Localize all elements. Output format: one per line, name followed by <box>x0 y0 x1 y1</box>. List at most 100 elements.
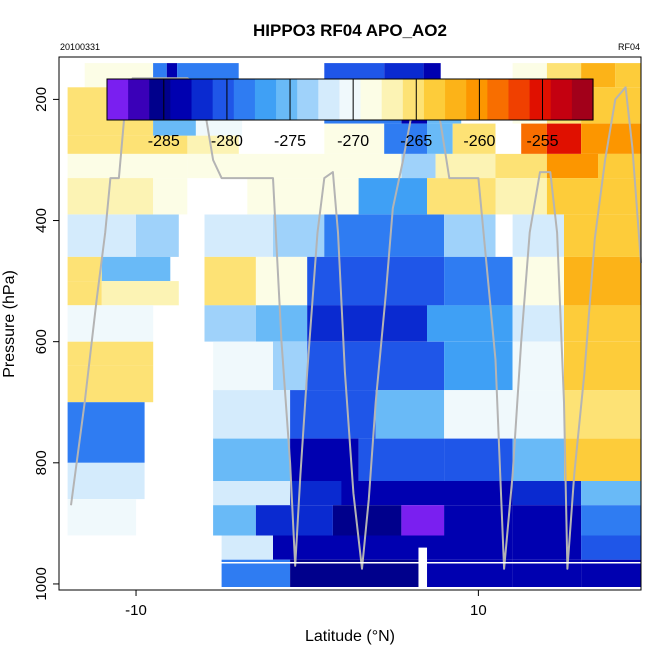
colorbar-swatch <box>571 79 594 120</box>
chart-title: HIPPO3 RF04 APO_AO2 <box>253 21 447 40</box>
heatmap-cell <box>204 305 256 342</box>
colorbar-swatch <box>149 79 171 120</box>
heatmap-cell <box>273 535 513 560</box>
colorbar-swatch <box>529 79 552 120</box>
y-tick-label: 400 <box>33 208 50 233</box>
heatmap-cell <box>255 256 308 306</box>
heatmap-cell <box>427 123 453 154</box>
heatmap-cell <box>101 281 179 306</box>
heatmap-cell <box>213 390 291 439</box>
heatmap-cell <box>290 481 342 506</box>
heatmap-cell <box>581 505 641 536</box>
colorbar-tick-label: -260 <box>463 133 495 150</box>
heatmap-cell <box>512 256 564 306</box>
heatmap-cell <box>444 256 513 306</box>
heatmap-cell <box>67 214 137 257</box>
heatmap-cell <box>307 256 445 306</box>
heatmap-cell <box>581 559 641 587</box>
heatmap-cell <box>521 123 547 154</box>
colorbar-swatch <box>233 79 256 120</box>
colorbar-swatch <box>276 79 298 120</box>
data-gap <box>418 547 428 587</box>
heatmap-cell <box>427 178 496 215</box>
colorbar-swatch <box>318 79 341 120</box>
heatmap-cell <box>444 438 513 481</box>
colorbar-swatch <box>360 79 383 120</box>
heatmap-cell <box>67 256 102 282</box>
x-axis: -10 10 <box>125 590 487 619</box>
colorbar-tick-label: -270 <box>337 133 369 150</box>
colorbar-swatch <box>466 79 488 120</box>
heatmap-cell <box>67 402 145 463</box>
heatmap-cell <box>273 341 308 391</box>
heatmap-cell <box>444 390 513 439</box>
y-tick-label: 800 <box>33 450 50 475</box>
colorbar-swatch <box>254 79 277 120</box>
x-axis-label: Latitude (°N) <box>305 628 395 645</box>
heatmap-cell <box>512 438 564 481</box>
heatmap-cell <box>166 63 178 88</box>
heatmap-cell <box>67 462 145 500</box>
colorbar-swatch <box>128 79 150 120</box>
colorbar-tick-label: -255 <box>526 133 558 150</box>
colorbar-swatch <box>339 79 362 120</box>
plot-frame <box>58 56 642 591</box>
heatmap-cell <box>546 123 582 154</box>
heatmap-cell <box>204 214 273 257</box>
heatmap-cell <box>341 153 402 179</box>
heatmap-cell <box>187 135 239 154</box>
heatmap-cell <box>435 153 496 179</box>
colorbar-swatch <box>423 79 446 120</box>
heatmap-cell <box>401 153 436 179</box>
heatmap-cell <box>324 214 445 257</box>
flight-label: RF04 <box>618 42 640 52</box>
colorbar-swatch <box>402 79 425 120</box>
colorbar-swatch <box>107 79 129 120</box>
heatmap-cell <box>512 481 582 506</box>
heatmap-cell <box>213 438 291 481</box>
heatmap-cell <box>512 305 564 342</box>
heatmap-cell <box>401 505 445 536</box>
heatmap-cell <box>375 390 445 439</box>
heatmap-cell <box>427 305 513 342</box>
y-tick-label: 600 <box>33 329 50 354</box>
heatmap-cell <box>512 559 582 587</box>
heatmap-cell <box>564 390 641 439</box>
colorbar-tick-label: -285 <box>148 133 180 150</box>
heatmap-cell <box>324 123 385 154</box>
colorbar-swatch <box>191 79 214 120</box>
heatmap-cell <box>615 63 641 88</box>
heatmap-cell <box>564 341 641 391</box>
heatmap-cell <box>187 153 342 179</box>
heatmap-cell <box>581 535 641 560</box>
heatmap-cell <box>204 256 256 306</box>
colorbar: -285 -280 -275 -270 -265 -260 -255 <box>106 78 594 150</box>
colorbar-swatch <box>170 79 193 120</box>
heatmap-cell <box>564 214 641 257</box>
heatmap-cell <box>67 341 154 366</box>
heatmap-cell <box>564 305 641 342</box>
heatmap-cell <box>67 153 188 179</box>
heatmap-cell <box>67 305 154 342</box>
colorbar-tick-label: -265 <box>400 133 432 150</box>
heatmap-cell <box>512 390 564 439</box>
heatmap-cell <box>546 153 599 179</box>
heatmap-cell <box>546 178 641 215</box>
heatmap-cell <box>101 256 171 282</box>
colorbar-tick-label: -280 <box>211 133 243 150</box>
heatmap-cell <box>427 559 513 587</box>
colorbar-swatch <box>508 79 531 120</box>
date-label: 20100331 <box>60 42 100 52</box>
heatmap-cell <box>213 341 273 391</box>
heatmap-cell <box>512 535 582 560</box>
y-axis: 200 400 600 800 1000 <box>33 87 59 601</box>
heatmap-cell <box>213 481 291 506</box>
heatmap-cell <box>495 153 547 179</box>
colorbar-frame <box>106 78 594 121</box>
heatmap-cell <box>444 341 513 391</box>
colorbar-swatch <box>297 79 319 120</box>
heatmap-cell <box>221 559 291 587</box>
heatmap-cell <box>136 214 179 257</box>
y-tick-label: 200 <box>33 87 50 112</box>
